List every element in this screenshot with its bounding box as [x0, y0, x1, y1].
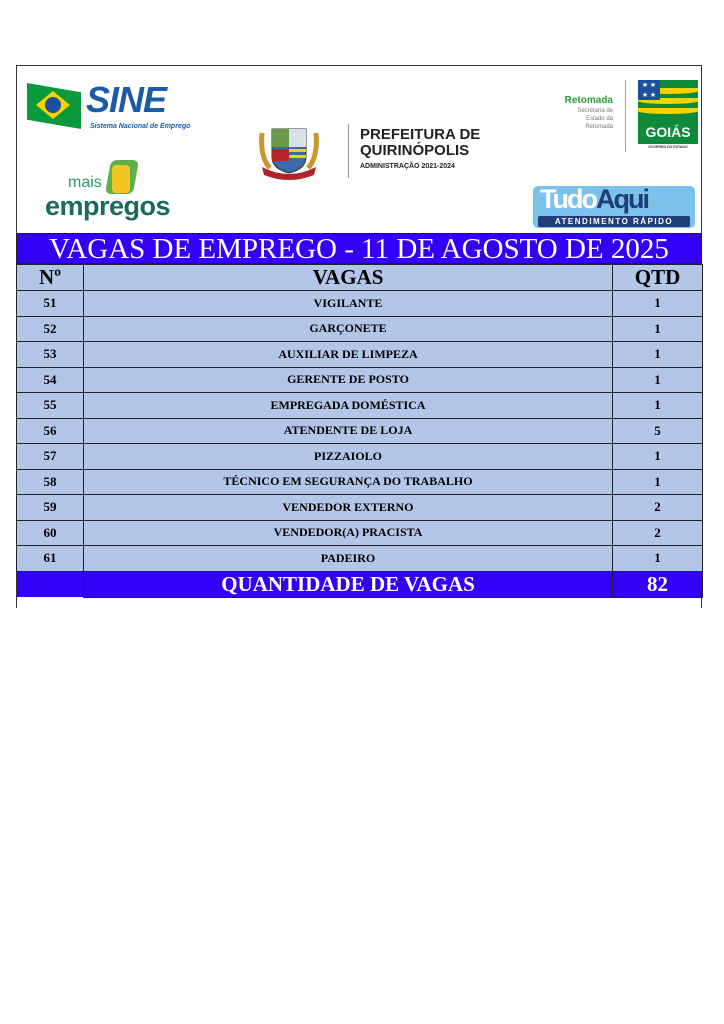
table-row: 52 GARÇONETE 1	[16, 315, 703, 342]
tudo-aqui-subtitle: ATENDIMENTO RÁPIDO	[538, 216, 690, 227]
jobs-table: Nº VAGAS QTD 51 VIGILANTE 1 52 GARÇONETE 1 53 A…	[16, 264, 703, 598]
row-number: 51	[16, 290, 84, 317]
table-row: 58 TÉCNICO EM SEGURANÇA DO TRABALHO 1	[16, 468, 703, 495]
page-title: VAGAS DE EMPREGO - 11 DE AGOSTO DE 2025	[16, 233, 702, 264]
total-blank	[16, 570, 84, 597]
row-qtd: 2	[612, 494, 703, 521]
row-qtd: 1	[612, 392, 703, 419]
goias-subtitle: GOVERNO DO ESTADO	[648, 145, 688, 149]
goias-logo: ★ ★ ★ ★ GOIÁS	[638, 80, 698, 144]
row-vaga: ATENDENTE DE LOJA	[83, 417, 613, 444]
header-qtd: QTD	[612, 264, 703, 291]
header-vagas: VAGAS	[83, 264, 613, 291]
total-label: QUANTIDADE DE VAGAS	[83, 570, 613, 598]
row-qtd: 5	[612, 417, 703, 444]
table-row: 61 PADEIRO 1	[16, 545, 703, 572]
row-vaga: VENDEDOR EXTERNO	[83, 494, 613, 521]
row-number: 54	[16, 366, 84, 393]
row-qtd: 1	[612, 443, 703, 470]
sine-logo-subtitle: Sistema Nacional de Emprego	[90, 123, 191, 130]
row-number: 57	[16, 443, 84, 470]
stars-icon: ★ ★ ★ ★	[638, 80, 660, 100]
table-row: 57 PIZZAIOLO 1	[16, 443, 703, 470]
flag-globe-icon	[45, 97, 61, 113]
sine-logo-text: SINE	[86, 79, 167, 120]
row-number: 52	[16, 315, 84, 342]
row-number: 58	[16, 468, 84, 495]
row-vaga: AUXILIAR DE LIMPEZA	[83, 341, 613, 368]
goias-text: GOIÁS	[645, 124, 691, 140]
row-number: 56	[16, 417, 84, 444]
row-vaga: PADEIRO	[83, 545, 613, 572]
row-number: 55	[16, 392, 84, 419]
table-row: 55 EMPREGADA DOMÉSTICA 1	[16, 392, 703, 419]
table-row: 53 AUXILIAR DE LIMPEZA 1	[16, 341, 703, 368]
row-qtd: 1	[612, 468, 703, 495]
row-vaga: PIZZAIOLO	[83, 443, 613, 470]
row-number: 53	[16, 341, 84, 368]
person-icon	[112, 165, 130, 193]
row-vaga: TÉCNICO EM SEGURANÇA DO TRABALHO	[83, 468, 613, 495]
table-row: 59 VENDEDOR EXTERNO 2	[16, 494, 703, 521]
total-row: QUANTIDADE DE VAGAS 82	[16, 570, 703, 598]
row-number: 60	[16, 519, 84, 546]
retomada-text: Retomada Secretaria de Estado da Retomada	[564, 95, 613, 130]
row-qtd: 1	[612, 315, 703, 342]
row-vaga: GARÇONETE	[83, 315, 613, 342]
row-qtd: 1	[612, 341, 703, 368]
table-row: 56 ATENDENTE DE LOJA 5	[16, 417, 703, 444]
mais-text: mais	[68, 174, 102, 191]
row-vaga: EMPREGADA DOMÉSTICA	[83, 392, 613, 419]
row-qtd: 1	[612, 545, 703, 572]
row-number: 59	[16, 494, 84, 521]
administracao-text: ADMINISTRAÇÃO 2021-2024	[360, 163, 455, 170]
table-row: 51 VIGILANTE 1	[16, 290, 703, 317]
table-header: Nº VAGAS QTD	[16, 264, 703, 291]
prefeitura-name: PREFEITURA DE QUIRINÓPOLIS	[360, 126, 481, 159]
row-vaga: GERENTE DE POSTO	[83, 366, 613, 393]
row-vaga: VENDEDOR(A) PRACISTA	[83, 519, 613, 546]
row-qtd: 1	[612, 366, 703, 393]
empregos-text: empregos	[45, 191, 171, 221]
table-row: 54 GERENTE DE POSTO 1	[16, 366, 703, 393]
total-value: 82	[612, 570, 703, 598]
divider	[625, 80, 626, 152]
divider	[348, 124, 349, 178]
header-number: Nº	[16, 264, 84, 291]
city-crest-icon	[259, 128, 319, 180]
row-number: 61	[16, 545, 84, 572]
row-qtd: 1	[612, 290, 703, 317]
table-row: 60 VENDEDOR(A) PRACISTA 2	[16, 519, 703, 546]
tudo-aqui-text: TudoAqui	[540, 184, 650, 214]
row-vaga: VIGILANTE	[83, 290, 613, 317]
row-qtd: 2	[612, 519, 703, 546]
